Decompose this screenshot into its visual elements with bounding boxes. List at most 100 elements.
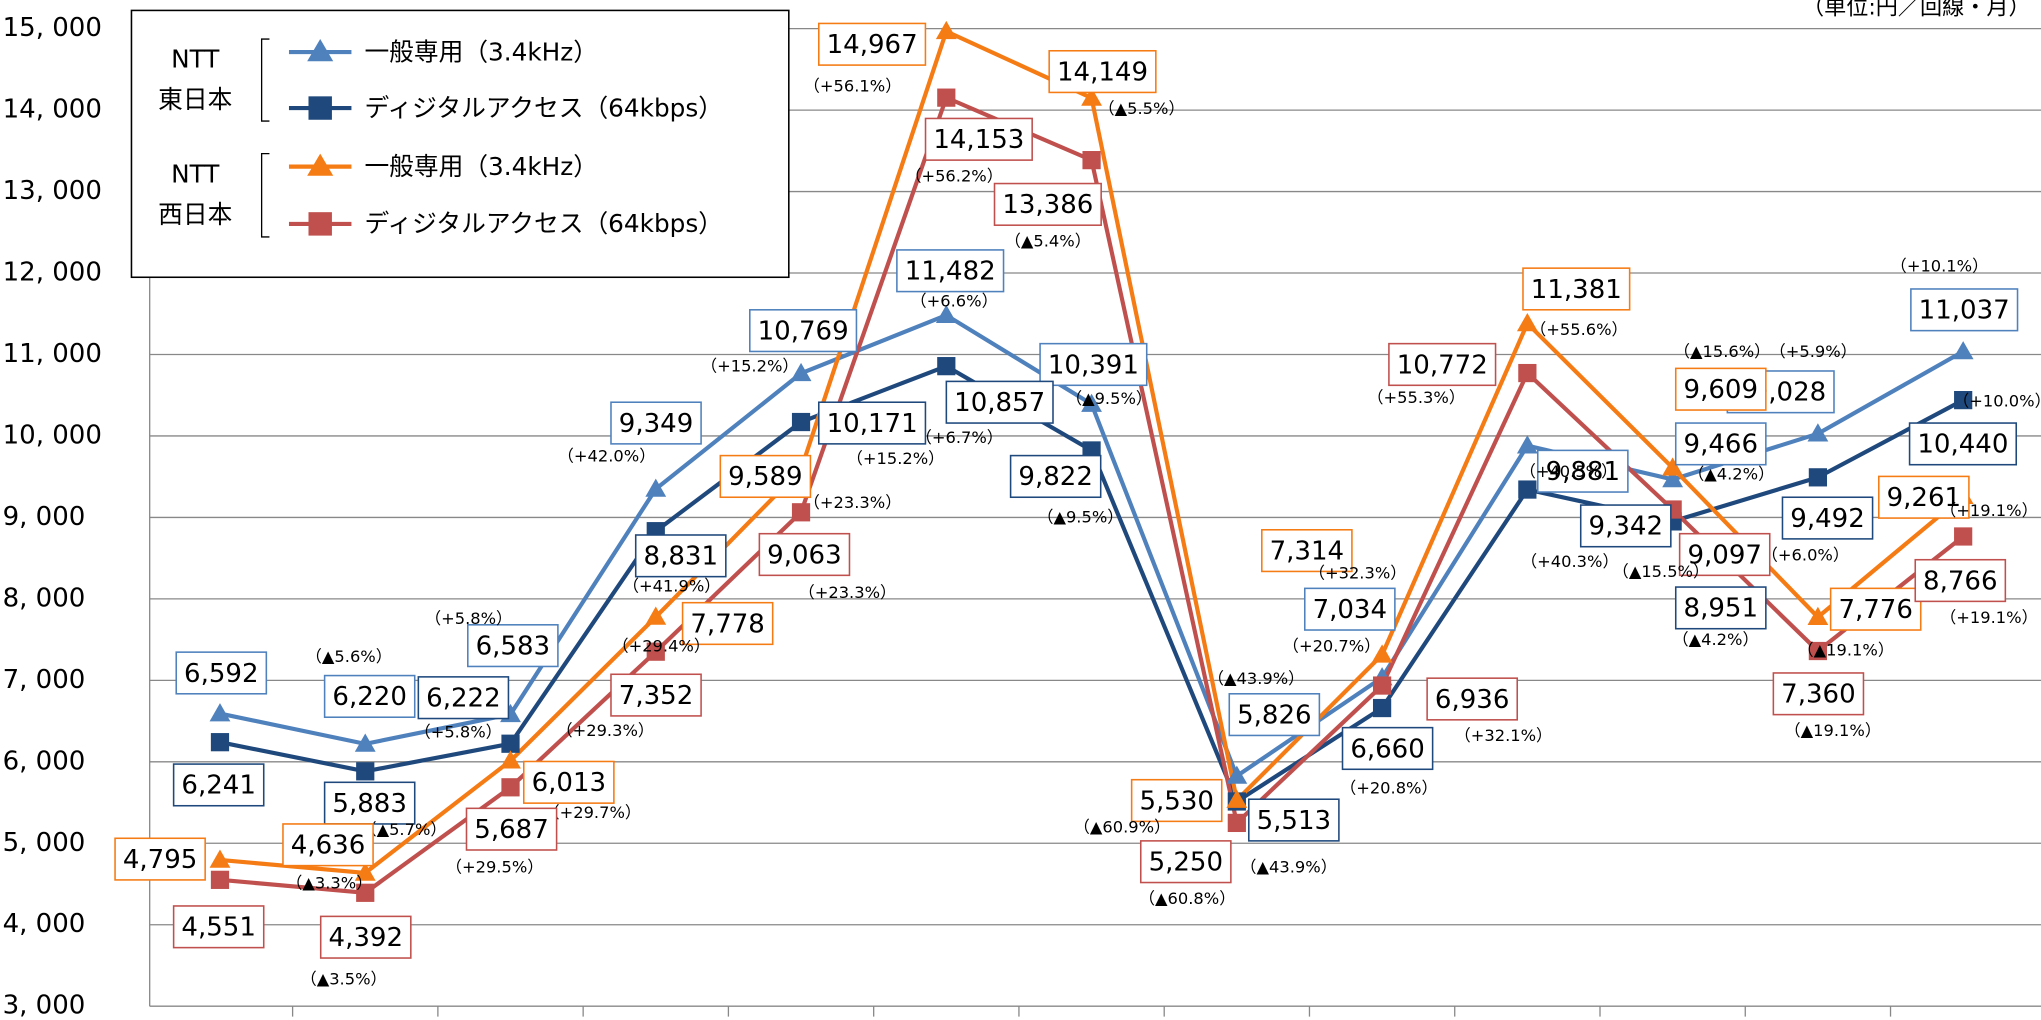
marker (1808, 468, 1828, 487)
y-tick-label: 3, 000 (3, 991, 86, 1020)
y-tick-label: 6, 000 (3, 746, 86, 776)
value-label-box (1048, 49, 1157, 94)
value-label-box (282, 823, 374, 867)
value-label-box (1341, 726, 1434, 771)
marker (790, 362, 812, 382)
marker (1662, 469, 1684, 488)
value-label-box (1579, 504, 1672, 548)
value-label-box (467, 624, 559, 668)
value-label-box (1878, 475, 1970, 519)
marker (1516, 435, 1538, 454)
change-label: （+42.0%） (558, 446, 656, 465)
value-label-text: 10,171 (827, 409, 918, 439)
change-label: （+41.9%） (623, 577, 721, 596)
value-label: 8,766 (1914, 558, 2007, 603)
value-label: 6,241 (172, 763, 265, 807)
marker (1952, 341, 1974, 360)
change-label: （+5.9%） (1769, 342, 1856, 361)
marker (791, 503, 811, 522)
y-tick-label: 4, 000 (3, 909, 86, 939)
change-label: （+15.2%） (847, 449, 945, 468)
marker (645, 606, 667, 625)
value-label-box (610, 673, 702, 717)
value-label-text: 11,381 (1531, 275, 1622, 305)
value-label-text: 10,772 (1397, 350, 1488, 380)
value-label: 4,636 (282, 823, 374, 867)
value-label-text: 8,766 (1923, 566, 1997, 596)
change-label: （▲9.5%） (1066, 389, 1152, 408)
marker (791, 412, 811, 432)
marker (1516, 313, 1538, 332)
change-label: （+20.8%） (1340, 778, 1438, 797)
value-label: 14,149 (1048, 49, 1157, 94)
marker (646, 642, 665, 661)
legend-group-label: NTT (171, 45, 220, 74)
value-label-box (1388, 342, 1497, 387)
value-label: 6,936 (1426, 677, 1519, 721)
value-label-text: 6,013 (532, 768, 606, 798)
y-tick-label: 8, 000 (3, 583, 86, 613)
value-label-box (1674, 422, 1767, 466)
y-tick-label: 14, 000 (3, 95, 102, 125)
marker (1371, 644, 1393, 663)
marker (1081, 87, 1102, 106)
value-label-text: 7,314 (1270, 536, 1344, 566)
value-label: 9,349 (610, 401, 702, 445)
value-label: 9,589 (719, 454, 812, 499)
value-label-text: 6,583 (476, 631, 550, 661)
value-label-text: 9,261 (1887, 483, 1961, 513)
y-tick-label: 13, 000 (3, 176, 102, 206)
value-label-text: 5,883 (332, 789, 406, 819)
value-label-box (749, 309, 858, 353)
change-label: （+56.2%） (905, 167, 1003, 186)
value-label: 5,826 (1228, 693, 1321, 737)
value-label-box (1009, 454, 1102, 499)
value-label: 7,776 (1829, 587, 1922, 631)
value-label-text: 8,831 (644, 542, 718, 572)
value-label-box (1781, 496, 1874, 540)
value-label: 14,153 (924, 117, 1033, 161)
value-label: 11,482 (896, 249, 1005, 293)
value-label-text: 9,097 (1687, 540, 1761, 570)
value-label-text: 14,153 (933, 125, 1024, 155)
change-label: （▲4.2%） (1672, 630, 1758, 649)
value-label-box (1908, 422, 2018, 466)
value-label: 7,778 (681, 601, 774, 646)
value-label-text: 5,513 (1257, 806, 1331, 836)
value-label: 5,687 (465, 807, 558, 851)
marker (1954, 391, 1973, 410)
value-label-box (1522, 267, 1631, 311)
value-label-text: 13,386 (1002, 190, 1093, 220)
value-label-text: 4,392 (329, 923, 403, 953)
marker (210, 870, 230, 889)
legend-group-label: 東日本 (158, 85, 232, 114)
change-label: （+29.5%） (446, 858, 544, 877)
change-label: （+10.0%） (1953, 392, 2041, 411)
change-label: （+23.3%） (798, 583, 896, 602)
change-label: （▲43.9%） (1240, 858, 1337, 877)
y-tick-label: 7, 000 (3, 665, 86, 695)
change-label: （+23.3%） (804, 493, 902, 512)
value-label-text: 9,349 (619, 409, 693, 439)
value-label-box (1914, 558, 2007, 603)
y-tick-label: 5, 000 (3, 828, 86, 858)
change-label: （+55.3%） (1367, 388, 1465, 407)
value-label: 6,583 (467, 624, 559, 668)
value-label-box (1039, 342, 1148, 387)
marker (1954, 527, 1973, 546)
legend-group-label: NTT (171, 160, 220, 189)
marker (937, 88, 956, 107)
value-label-box (172, 763, 265, 807)
value-label-text: 6,220 (332, 682, 406, 712)
value-label-box (1303, 587, 1396, 631)
y-tick-label: 12, 000 (3, 258, 102, 288)
marker (356, 762, 375, 781)
marker (1808, 641, 1828, 661)
value-label-text: 6,241 (181, 771, 255, 801)
value-label: 9,492 (1781, 496, 1874, 540)
change-label: （+32.3%） (1309, 564, 1407, 583)
value-label-text: 9,466 (1684, 430, 1758, 460)
change-label: （+6.6%） (910, 291, 997, 310)
value-label-text: 4,551 (181, 913, 255, 943)
change-label: （+56.1%） (804, 77, 902, 96)
